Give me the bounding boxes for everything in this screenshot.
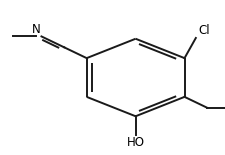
Text: Cl: Cl (197, 24, 209, 37)
Text: N: N (32, 23, 40, 36)
Text: HO: HO (126, 136, 144, 149)
